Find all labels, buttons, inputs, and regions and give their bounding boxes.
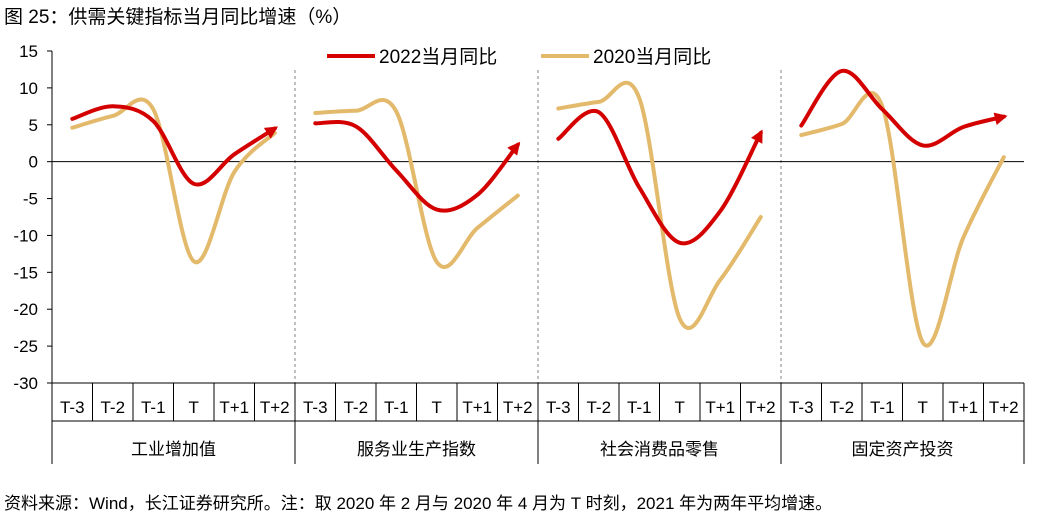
legend-label: 2020当月同比	[593, 46, 711, 68]
x-tick-label: T	[675, 398, 685, 417]
group-label: 服务业生产指数	[357, 440, 476, 459]
x-tick-label: T-1	[870, 398, 895, 417]
series-2022-line	[799, 68, 1008, 148]
x-tick-label: T+2	[260, 398, 290, 417]
chart-title: 图 25：供需关键指标当月同比增速（%）	[4, 7, 352, 28]
group-label: 社会消费品零售	[600, 440, 719, 459]
y-tick-label: -20	[13, 300, 38, 319]
y-tick-label: -25	[13, 337, 38, 356]
series-2020-line	[70, 97, 277, 265]
y-tick-label: 10	[19, 79, 38, 98]
x-tick-label: T+2	[989, 398, 1019, 417]
x-tick-label: T+1	[462, 398, 492, 417]
y-tick-label: -30	[13, 374, 38, 393]
x-tick-label: T-3	[60, 398, 85, 417]
series-2020-line	[799, 91, 1006, 348]
y-tick-label: 5	[29, 116, 38, 135]
x-tick-label: T-2	[343, 398, 368, 417]
y-tick-label: -5	[23, 190, 38, 209]
x-tick-label: T-2	[586, 398, 611, 417]
y-tick-label: 0	[29, 153, 38, 172]
x-tick-label: T+2	[503, 398, 533, 417]
y-tick-label: -15	[13, 263, 38, 282]
x-tick-label: T	[918, 398, 928, 417]
legend-label: 2022当月同比	[379, 46, 497, 68]
y-tick-label: -10	[13, 226, 38, 245]
series-2020-line	[556, 80, 763, 330]
x-tick-label: T-3	[303, 398, 328, 417]
x-tick-label: T-3	[546, 398, 571, 417]
x-tick-label: T+1	[948, 398, 978, 417]
x-tick-label: T	[432, 398, 442, 417]
x-tick-label: T+1	[219, 398, 249, 417]
x-tick-label: T-1	[141, 398, 166, 417]
y-tick-label: 15	[19, 42, 38, 61]
x-tick-label: T+1	[705, 398, 735, 417]
group-label: 固定资产投资	[852, 440, 954, 459]
x-tick-label: T-1	[384, 398, 409, 417]
x-tick-label: T	[189, 398, 199, 417]
x-tick-label: T+2	[746, 398, 776, 417]
x-tick-label: T-2	[829, 398, 854, 417]
series-2022-line	[313, 120, 521, 213]
group-label: 工业增加值	[131, 440, 216, 459]
series-2022-line	[70, 104, 279, 187]
source-note: 资料来源：Wind，长江证券研究所。注：取 2020 年 2 月与 2020 年…	[4, 494, 833, 513]
x-tick-label: T-1	[627, 398, 652, 417]
series-2022-line	[556, 108, 763, 246]
x-tick-label: T-3	[789, 398, 814, 417]
x-tick-label: T-2	[100, 398, 125, 417]
